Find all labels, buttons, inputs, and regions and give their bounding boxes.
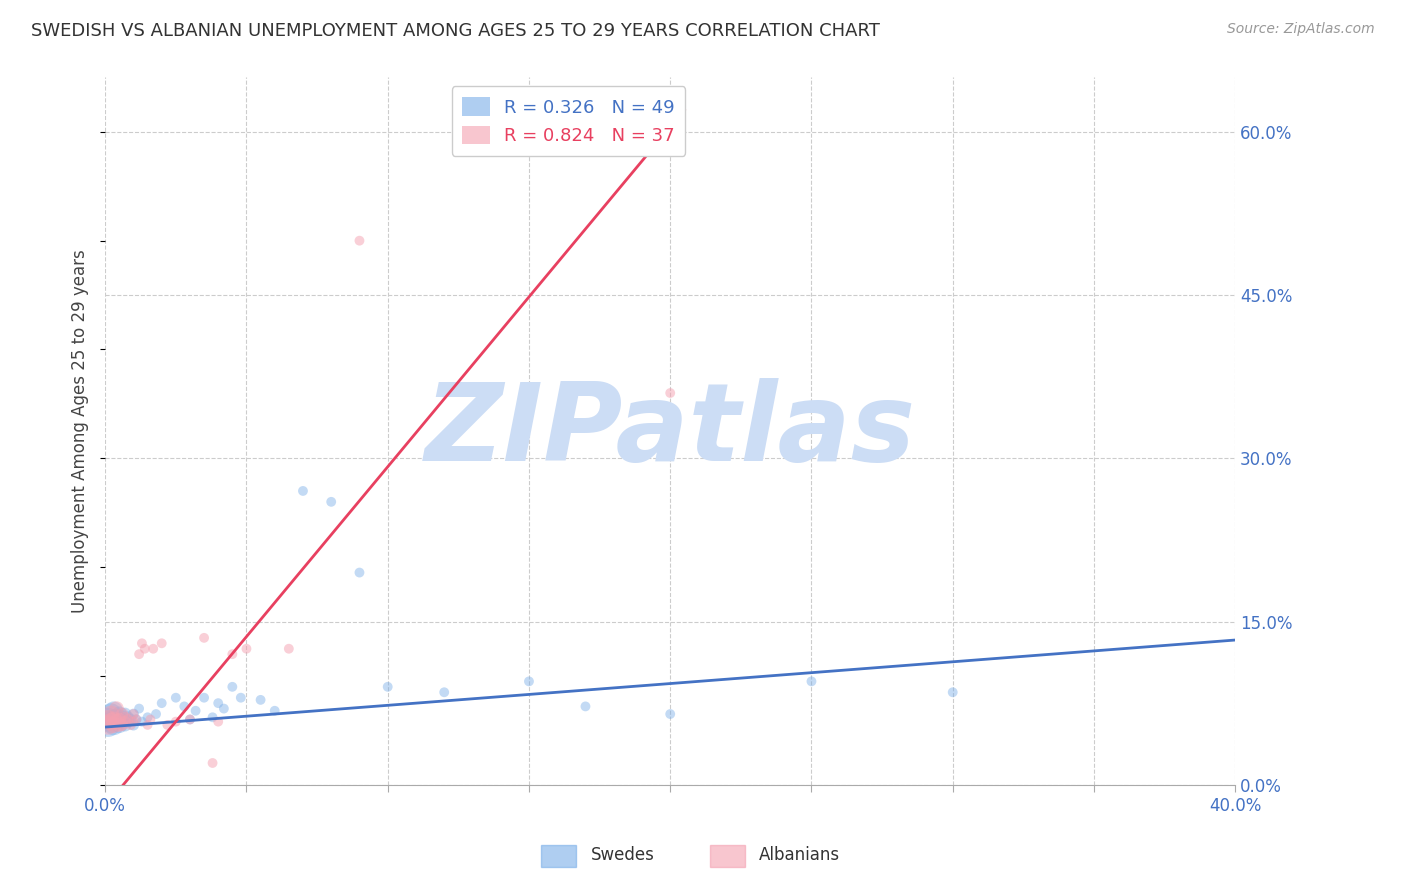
- Point: [122, 718, 145, 732]
- Point: [103, 713, 125, 727]
- Point: [97, 718, 120, 732]
- Point: [103, 713, 125, 727]
- Point: [517, 674, 540, 689]
- Point: [100, 714, 122, 729]
- Point: [111, 710, 134, 724]
- Point: [165, 690, 187, 705]
- Point: [122, 714, 145, 729]
- Point: [105, 714, 128, 729]
- Point: [156, 718, 179, 732]
- Point: [193, 631, 215, 645]
- Point: [221, 680, 243, 694]
- Point: [150, 636, 173, 650]
- Point: [263, 704, 285, 718]
- Point: [142, 641, 165, 656]
- Point: [120, 713, 142, 727]
- Text: SWEDISH VS ALBANIAN UNEMPLOYMENT AMONG AGES 25 TO 29 YEARS CORRELATION CHART: SWEDISH VS ALBANIAN UNEMPLOYMENT AMONG A…: [31, 22, 880, 40]
- Point: [111, 714, 134, 729]
- Point: [117, 714, 139, 729]
- Point: [114, 718, 136, 732]
- Point: [131, 636, 153, 650]
- Point: [207, 714, 229, 729]
- Point: [131, 714, 153, 729]
- Point: [103, 718, 125, 732]
- Point: [125, 713, 148, 727]
- Point: [134, 641, 156, 656]
- Point: [179, 713, 201, 727]
- Point: [117, 710, 139, 724]
- Point: [173, 699, 195, 714]
- Point: [136, 718, 159, 732]
- Point: [139, 713, 162, 727]
- Point: [349, 234, 371, 248]
- Point: [97, 713, 120, 727]
- Point: [105, 701, 128, 715]
- Point: [108, 706, 131, 721]
- Point: [659, 706, 682, 721]
- Point: [659, 386, 682, 401]
- Text: Source: ZipAtlas.com: Source: ZipAtlas.com: [1227, 22, 1375, 37]
- Point: [103, 704, 125, 718]
- Point: [165, 714, 187, 729]
- Text: Swedes: Swedes: [591, 846, 654, 863]
- Point: [201, 710, 224, 724]
- Point: [97, 718, 120, 732]
- Point: [433, 685, 456, 699]
- Point: [193, 690, 215, 705]
- Point: [349, 566, 371, 580]
- Point: [574, 699, 596, 714]
- Point: [249, 693, 271, 707]
- Point: [321, 495, 343, 509]
- Point: [97, 713, 120, 727]
- Point: [117, 713, 139, 727]
- Point: [221, 647, 243, 661]
- Point: [125, 713, 148, 727]
- Point: [105, 710, 128, 724]
- Point: [120, 718, 142, 732]
- Point: [100, 714, 122, 729]
- Point: [277, 641, 299, 656]
- Text: Albanians: Albanians: [759, 846, 841, 863]
- Point: [103, 718, 125, 732]
- Point: [291, 483, 314, 498]
- Point: [229, 690, 252, 705]
- Point: [150, 696, 173, 710]
- Point: [942, 685, 965, 699]
- Point: [377, 680, 399, 694]
- Text: ZIPatlas: ZIPatlas: [425, 378, 915, 484]
- Point: [184, 704, 207, 718]
- Point: [100, 706, 122, 721]
- Point: [111, 706, 134, 721]
- Point: [108, 713, 131, 727]
- Point: [136, 710, 159, 724]
- Point: [108, 713, 131, 727]
- Point: [128, 701, 150, 715]
- Legend: R = 0.326   N = 49, R = 0.824   N = 37: R = 0.326 N = 49, R = 0.824 N = 37: [451, 87, 685, 156]
- Point: [111, 718, 134, 732]
- Point: [114, 706, 136, 721]
- Point: [179, 713, 201, 727]
- Point: [201, 756, 224, 770]
- Point: [212, 701, 235, 715]
- Point: [105, 714, 128, 729]
- Point: [114, 714, 136, 729]
- Point: [114, 710, 136, 724]
- Point: [108, 718, 131, 732]
- Point: [122, 706, 145, 721]
- Point: [108, 718, 131, 732]
- Point: [122, 706, 145, 721]
- Point: [145, 706, 167, 721]
- Point: [800, 674, 823, 689]
- Y-axis label: Unemployment Among Ages 25 to 29 years: Unemployment Among Ages 25 to 29 years: [72, 249, 89, 613]
- Point: [100, 706, 122, 721]
- Point: [235, 641, 257, 656]
- Point: [207, 696, 229, 710]
- Point: [128, 647, 150, 661]
